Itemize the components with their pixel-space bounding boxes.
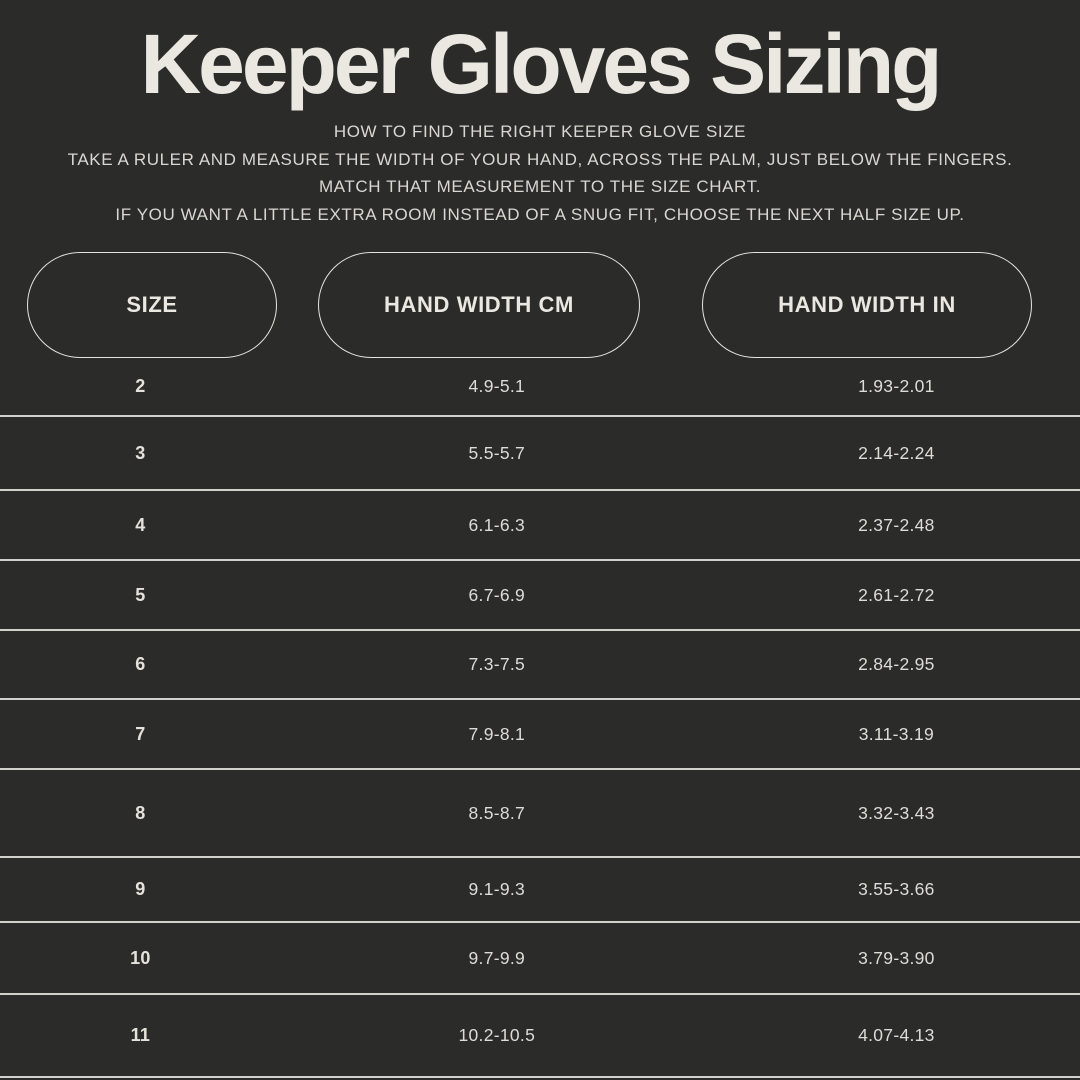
table-row: 7 7.9-8.1 3.11-3.19 xyxy=(0,700,1080,770)
table-row: 11 10.2-10.5 4.07-4.13 xyxy=(0,995,1080,1078)
table-row: 3 5.5-5.7 2.14-2.24 xyxy=(0,417,1080,491)
size-value: 8 xyxy=(135,802,146,823)
table-row: 9 9.1-9.3 3.55-3.66 xyxy=(0,858,1080,923)
column-header-size: SIZE xyxy=(27,252,277,358)
hand-width-cm-value: 4.9-5.1 xyxy=(468,376,526,396)
hand-width-in-value: 4.07-4.13 xyxy=(858,1025,935,1045)
hand-width-cm-value: 9.1-9.3 xyxy=(468,879,526,899)
size-value: 4 xyxy=(135,514,146,535)
table-row: 2 4.9-5.1 1.93-2.01 xyxy=(0,358,1080,417)
table-row: 4 6.1-6.3 2.37-2.48 xyxy=(0,491,1080,561)
subtitle: HOW TO FIND THE RIGHT KEEPER GLOVE SIZE … xyxy=(0,118,1080,228)
hand-width-cm-value: 7.3-7.5 xyxy=(468,654,526,674)
hand-width-cm-value: 8.5-8.7 xyxy=(468,802,526,823)
table-row: 10 9.7-9.9 3.79-3.90 xyxy=(0,923,1080,995)
table-row: 8 8.5-8.7 3.32-3.43 xyxy=(0,770,1080,858)
size-value: 9 xyxy=(135,879,146,899)
hand-width-in-value: 1.93-2.01 xyxy=(858,376,935,396)
table-row: 5 6.7-6.9 2.61-2.72 xyxy=(0,561,1080,631)
subtitle-line: HOW TO FIND THE RIGHT KEEPER GLOVE SIZE xyxy=(333,122,747,142)
subtitle-line: TAKE A RULER AND MEASURE THE WIDTH OF YO… xyxy=(67,149,1013,169)
hand-width-cm-value: 6.7-6.9 xyxy=(468,584,526,605)
hand-width-in-value: 3.32-3.43 xyxy=(858,802,935,823)
size-value: 2 xyxy=(135,376,146,396)
subtitle-line: IF YOU WANT A LITTLE EXTRA ROOM INSTEAD … xyxy=(115,204,965,224)
column-header-hand-width-in: HAND WIDTH IN xyxy=(702,252,1032,358)
subtitle-line: MATCH THAT MEASUREMENT TO THE SIZE CHART… xyxy=(318,177,762,197)
hand-width-cm-value: 9.7-9.9 xyxy=(468,947,526,968)
hand-width-cm-value: 7.9-8.1 xyxy=(468,723,526,744)
hand-width-in-value: 3.55-3.66 xyxy=(858,879,935,899)
size-value: 6 xyxy=(135,654,146,674)
table-row: 6 7.3-7.5 2.84-2.95 xyxy=(0,631,1080,700)
size-value: 5 xyxy=(135,584,146,605)
hand-width-in-value: 2.84-2.95 xyxy=(858,654,935,674)
hand-width-cm-value: 5.5-5.7 xyxy=(468,442,526,463)
column-headers: SIZE HAND WIDTH CM HAND WIDTH IN xyxy=(0,252,1080,358)
hand-width-in-value: 2.61-2.72 xyxy=(858,584,935,605)
page-title: Keeper Gloves Sizing xyxy=(140,17,943,111)
size-value: 10 xyxy=(130,947,151,968)
hand-width-cm-value: 6.1-6.3 xyxy=(468,514,526,535)
size-value: 7 xyxy=(135,723,146,744)
hand-width-in-value: 2.37-2.48 xyxy=(858,514,935,535)
size-value: 3 xyxy=(135,442,146,463)
hand-width-in-value: 3.79-3.90 xyxy=(858,947,935,968)
hand-width-in-value: 3.11-3.19 xyxy=(858,723,935,744)
size-value: 11 xyxy=(130,1025,151,1045)
hand-width-cm-value: 10.2-10.5 xyxy=(458,1025,536,1045)
size-table: 2 4.9-5.1 1.93-2.01 3 5.5-5.7 2.14-2.24 … xyxy=(0,358,1080,1078)
hand-width-in-value: 2.14-2.24 xyxy=(858,442,935,463)
column-header-hand-width-cm: HAND WIDTH CM xyxy=(318,252,640,358)
